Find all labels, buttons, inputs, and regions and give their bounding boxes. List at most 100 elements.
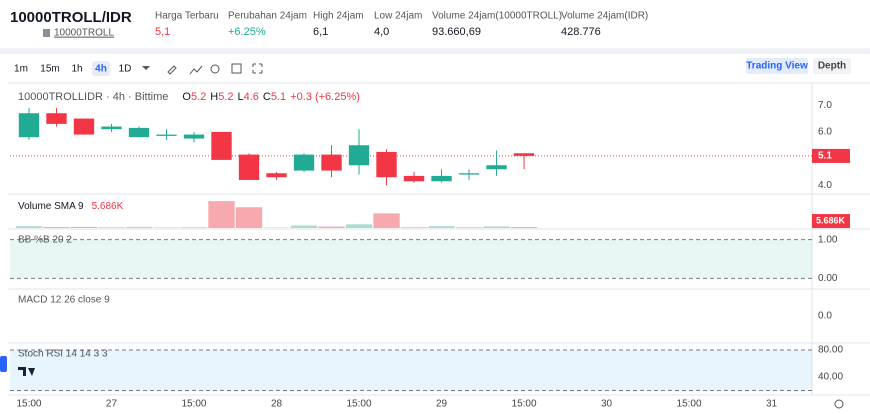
ohlc-legend: 10000TROLLIDR · 4h · Bittime O5.2 H5.2 L4.6…: [18, 91, 360, 103]
x-tick-label: 15:00: [181, 399, 206, 410]
candle-body: [18, 113, 40, 138]
y-tick-label: 6.0: [818, 127, 832, 138]
legend-change: +0.3 (+6.25%): [290, 91, 360, 103]
volume-bar: [483, 226, 510, 228]
stat-value: 5,1: [155, 26, 170, 38]
interval-button[interactable]: 4h: [95, 64, 107, 75]
volume-bar: [400, 227, 428, 228]
candle-body: [156, 134, 177, 136]
indicator-title: MACD 12 26 close 9: [18, 295, 110, 306]
stat-value: 4,0: [374, 26, 389, 38]
chart-title: 10000TROLLIDR · 4h · Bittime: [18, 91, 168, 103]
y-tick-label: 0.0: [818, 311, 832, 322]
volume-bar: [510, 227, 538, 228]
candle-body: [431, 175, 452, 182]
tv-logo: [18, 367, 35, 376]
candle-body: [403, 175, 425, 182]
volume-bar: [15, 226, 43, 228]
last-price-label: 5.1: [818, 151, 832, 162]
legend-key: H: [210, 91, 218, 103]
volume-bar: [318, 226, 345, 228]
volume-bar: [235, 207, 263, 228]
candle-body: [128, 127, 150, 138]
coin-link[interactable]: 10000TROLL: [54, 28, 114, 39]
volume-sma-tag-label: 5.686K: [816, 215, 846, 225]
legend-key: C: [263, 91, 271, 103]
toolbar: 1m 15m 1h 4h 1D Trading View Depth: [14, 58, 851, 76]
volume-bar: [43, 227, 70, 228]
side-tab[interactable]: [0, 356, 7, 372]
settings-icon[interactable]: [210, 64, 220, 74]
candle-body: [238, 154, 260, 180]
save-icon[interactable]: [231, 63, 242, 74]
candle-body: [348, 145, 370, 166]
stat-label: Perubahan 24jam: [228, 11, 307, 22]
coin-icon: [43, 29, 50, 37]
legend-value: 5.2: [218, 91, 233, 103]
legend-value: 5.1: [271, 91, 286, 103]
candle-body: [183, 134, 205, 139]
stat-value: 428.776: [561, 26, 601, 38]
volume-bar: [373, 213, 400, 228]
candle-body: [101, 126, 122, 130]
stat-label: Volume 24jam(10000TROLL): [432, 11, 562, 22]
stat-label: Low 24jam: [374, 11, 422, 22]
x-tick-label: 31: [766, 399, 778, 410]
x-tick-label: 15:00: [16, 399, 41, 410]
y-tick-label: 80.00: [818, 345, 843, 356]
x-tick-label: 28: [271, 399, 283, 410]
header-separator: [0, 48, 870, 54]
volume-bar: [428, 226, 455, 228]
x-tick-label: 27: [106, 399, 118, 410]
stat-value: +6.25%: [228, 26, 266, 38]
candle-body: [293, 154, 315, 171]
volume-bar: [180, 227, 208, 228]
indicator-title: BB %B 20 2: [18, 235, 72, 246]
x-tick-label: 29: [436, 399, 448, 410]
interval-button[interactable]: 1h: [71, 64, 82, 75]
interval-button[interactable]: 15m: [40, 64, 59, 75]
draw-icons[interactable]: [167, 65, 203, 75]
y-tick-label: 40.00: [818, 372, 843, 383]
candle-body: [46, 113, 67, 124]
candle-body: [486, 165, 507, 170]
y-tick-label: 7.0: [818, 100, 832, 111]
candle-body: [513, 153, 535, 156]
last-price-tag: [812, 148, 850, 163]
fullscreen-icon[interactable]: [252, 63, 263, 74]
stat-value: 93.660,69: [432, 26, 481, 38]
volume-bar: [98, 227, 125, 228]
legend-key: O: [182, 91, 191, 103]
view-tab-bg: [813, 58, 851, 74]
stat-value: 6,1: [313, 26, 328, 38]
y-tick-label: 4.0: [818, 180, 832, 191]
view-tab[interactable]: Trading View: [746, 61, 808, 72]
axis-settings[interactable]: [834, 399, 844, 409]
volume-sma-tag: [812, 214, 850, 229]
dropdown-caret[interactable]: [142, 66, 150, 70]
indicator-title: Stoch RSI 14 14 3 3: [18, 349, 108, 360]
candle-body: [321, 154, 342, 171]
indicator-band: [10, 350, 812, 391]
interval-button[interactable]: 1D: [119, 64, 132, 75]
candle-body: [458, 173, 480, 175]
volume-sma-value: 5.686K: [92, 201, 124, 212]
stats: Harga Terbaru 5,1 Perubahan 24jam +6.25% Hig…: [155, 11, 648, 38]
volume-bar: [455, 227, 483, 228]
interval-active: [92, 61, 110, 76]
volume-bar: [208, 201, 235, 228]
candle-body: [211, 131, 232, 160]
stat-label: Harga Terbaru: [155, 11, 219, 22]
x-tick-label: 30: [601, 399, 613, 410]
indicator-band: [10, 239, 812, 279]
x-tick-label: 15:00: [677, 399, 702, 410]
interval-button[interactable]: 1m: [14, 64, 28, 75]
stat-label: High 24jam: [313, 11, 364, 22]
candle-body: [376, 151, 397, 178]
y-tick-label: 1.00: [818, 234, 838, 245]
volume-bar: [345, 224, 373, 228]
view-tab[interactable]: Depth: [818, 61, 846, 72]
volume-bar: [125, 226, 153, 228]
x-tick-label: 15:00: [347, 399, 372, 410]
